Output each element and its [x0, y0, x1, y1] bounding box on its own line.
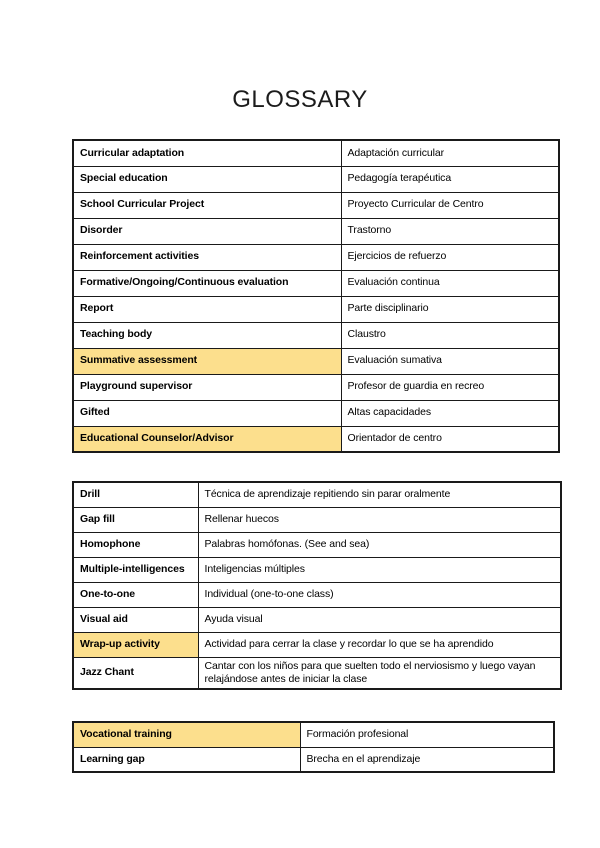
translation-cell: Evaluación continua [340, 269, 560, 297]
table-row: Educational Counselor/Advisor Orientador … [72, 425, 560, 453]
term-cell: School Curricular Project [72, 191, 342, 219]
table-row: Playground supervisor Profesor de guardia… [72, 373, 560, 401]
table-row: Multiple-intelligences Inteligencias múlt… [72, 556, 562, 583]
term-cell: Special education [72, 165, 342, 193]
term-cell: Gifted [72, 399, 342, 427]
table-row: Gap fill Rellenar huecos [72, 506, 562, 533]
table-row: Homophone Palabras homófonas. (See and se… [72, 531, 562, 558]
extra-terms-table: Vocational training Formación profesional… [72, 721, 555, 773]
table-row: Curricular adaptation Adaptación curricul… [72, 139, 560, 167]
term-cell: Wrap-up activity [72, 631, 199, 658]
table-row: Vocational training Formación profesional [72, 721, 555, 748]
table-row: School Curricular Project Proyecto Curric… [72, 191, 560, 219]
term-cell: Report [72, 295, 342, 323]
term-cell: Reinforcement activities [72, 243, 342, 271]
table-row: Learning gap Brecha en el aprendizaje [72, 746, 555, 773]
translation-cell: Trastorno [340, 217, 560, 245]
term-cell: Multiple-intelligences [72, 556, 199, 583]
translation-cell: Formación profesional [299, 721, 555, 748]
term-cell: Learning gap [72, 746, 301, 773]
translation-cell: Orientador de centro [340, 425, 560, 453]
school-terms-table: Curricular adaptation Adaptación curricul… [72, 139, 560, 453]
term-cell: Teaching body [72, 321, 342, 349]
page-title: GLOSSARY [232, 86, 368, 113]
term-cell: Vocational training [72, 721, 301, 748]
translation-cell: Técnica de aprendizaje repitiendo sin pa… [197, 481, 562, 508]
term-cell: Jazz Chant [72, 656, 199, 690]
classroom-terms-table: Drill Técnica de aprendizaje repitiendo s… [72, 481, 562, 690]
translation-cell: Brecha en el aprendizaje [299, 746, 555, 773]
table-row: Reinforcement activities Ejercicios de re… [72, 243, 560, 271]
translation-cell: Individual (one-to-one class) [197, 581, 562, 608]
table-row: One-to-one Individual (one-to-one class) [72, 581, 562, 608]
term-cell: Homophone [72, 531, 199, 558]
term-cell: Educational Counselor/Advisor [72, 425, 342, 453]
term-cell: Formative/Ongoing/Continuous evaluation [72, 269, 342, 297]
table-row: Formative/Ongoing/Continuous evaluation E… [72, 269, 560, 297]
table-row: Teaching body Claustro [72, 321, 560, 349]
translation-cell: Inteligencias múltiples [197, 556, 562, 583]
translation-cell: Adaptación curricular [340, 139, 560, 167]
term-cell: Disorder [72, 217, 342, 245]
term-cell: Gap fill [72, 506, 199, 533]
term-cell: Summative assessment [72, 347, 342, 375]
translation-cell: Ayuda visual [197, 606, 562, 633]
table-row: Summative assessment Evaluación sumativa [72, 347, 560, 375]
translation-cell: Rellenar huecos [197, 506, 562, 533]
translation-cell: Ejercicios de refuerzo [340, 243, 560, 271]
translation-cell: Claustro [340, 321, 560, 349]
table-row: Special education Pedagogía terapéutica [72, 165, 560, 193]
term-cell: One-to-one [72, 581, 199, 608]
term-cell: Playground supervisor [72, 373, 342, 401]
translation-cell: Parte disciplinario [340, 295, 560, 323]
table-row: Report Parte disciplinario [72, 295, 560, 323]
translation-cell: Pedagogía terapéutica [340, 165, 560, 193]
table-row: Disorder Trastorno [72, 217, 560, 245]
table-row: Drill Técnica de aprendizaje repitiendo s… [72, 481, 562, 508]
term-cell: Visual aid [72, 606, 199, 633]
table-row: Jazz Chant Cantar con los niños para que … [72, 656, 562, 690]
translation-cell: Palabras homófonas. (See and sea) [197, 531, 562, 558]
translation-cell: Cantar con los niños para que suelten to… [197, 656, 562, 690]
term-cell: Curricular adaptation [72, 139, 342, 167]
translation-cell: Profesor de guardia en recreo [340, 373, 560, 401]
translation-cell: Proyecto Curricular de Centro [340, 191, 560, 219]
table-row: Wrap-up activity Actividad para cerrar la… [72, 631, 562, 658]
table-row: Gifted Altas capacidades [72, 399, 560, 427]
table-row: Visual aid Ayuda visual [72, 606, 562, 633]
term-cell: Drill [72, 481, 199, 508]
translation-cell: Evaluación sumativa [340, 347, 560, 375]
translation-cell: Altas capacidades [340, 399, 560, 427]
translation-cell: Actividad para cerrar la clase y recorda… [197, 631, 562, 658]
